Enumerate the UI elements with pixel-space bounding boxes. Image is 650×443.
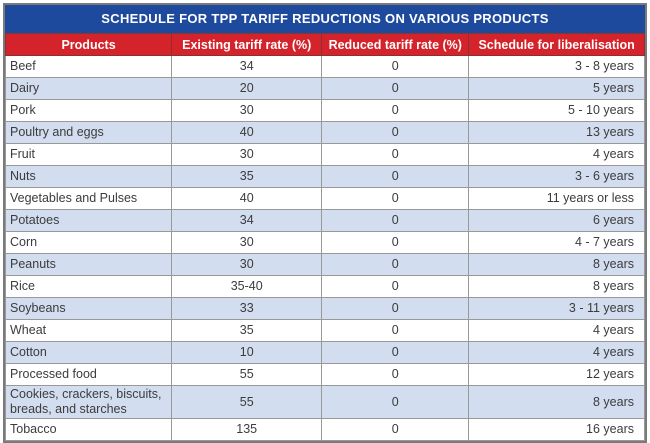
- table-row: Soybeans 33 0 3 - 11 years: [4, 297, 645, 320]
- table-row: Potatoes 34 0 6 years: [4, 209, 645, 232]
- table-row: Poultry and eggs 40 0 13 years: [4, 121, 645, 144]
- schedule-cell: 3 - 11 years: [468, 297, 645, 320]
- schedule-cell: 4 years: [468, 341, 645, 364]
- reduced-rate-cell: 0: [321, 165, 470, 188]
- product-cell: Cotton: [4, 341, 173, 364]
- existing-rate-cell: 40: [171, 121, 323, 144]
- reduced-rate-cell: 0: [321, 385, 470, 419]
- table-row: Dairy 20 0 5 years: [4, 77, 645, 100]
- table-row: Wheat 35 0 4 years: [4, 319, 645, 342]
- schedule-cell: 8 years: [468, 385, 645, 419]
- reduced-rate-cell: 0: [321, 363, 470, 386]
- tariff-table-panel: SCHEDULE FOR TPP TARIFF REDUCTIONS ON VA…: [3, 3, 647, 443]
- header-row: Products Existing tariff rate (%) Reduce…: [4, 34, 645, 56]
- product-cell: Fruit: [4, 143, 173, 166]
- table-row: Rice 35-40 0 8 years: [4, 275, 645, 298]
- table-row: Vegetables and Pulses 40 0 11 years or l…: [4, 187, 645, 210]
- product-cell: Tobacco: [4, 418, 173, 441]
- product-cell: Cookies, crackers, biscuits, breads, and…: [4, 385, 173, 419]
- schedule-cell: 5 years: [468, 77, 645, 100]
- reduced-rate-cell: 0: [321, 253, 470, 276]
- reduced-rate-cell: 0: [321, 297, 470, 320]
- table-row: Processed food 55 0 12 years: [4, 363, 645, 386]
- existing-rate-cell: 30: [171, 143, 323, 166]
- product-cell: Rice: [4, 275, 173, 298]
- existing-rate-cell: 35: [171, 319, 323, 342]
- table-row: Tobacco 135 0 16 years: [4, 418, 645, 441]
- product-cell: Dairy: [4, 77, 173, 100]
- reduced-rate-cell: 0: [321, 209, 470, 232]
- table-row: Beef 34 0 3 - 8 years: [4, 55, 645, 78]
- reduced-rate-cell: 0: [321, 231, 470, 254]
- schedule-cell: 6 years: [468, 209, 645, 232]
- existing-rate-cell: 30: [171, 99, 323, 122]
- schedule-cell: 3 - 8 years: [468, 55, 645, 78]
- table-row: Peanuts 30 0 8 years: [4, 253, 645, 276]
- column-header-existing-rate: Existing tariff rate (%): [171, 34, 323, 56]
- schedule-cell: 13 years: [468, 121, 645, 144]
- product-cell: Wheat: [4, 319, 173, 342]
- table-row: Fruit 30 0 4 years: [4, 143, 645, 166]
- product-cell: Beef: [4, 55, 173, 78]
- existing-rate-cell: 35: [171, 165, 323, 188]
- table-row: Corn 30 0 4 - 7 years: [4, 231, 645, 254]
- schedule-cell: 8 years: [468, 253, 645, 276]
- reduced-rate-cell: 0: [321, 319, 470, 342]
- existing-rate-cell: 10: [171, 341, 323, 364]
- existing-rate-cell: 55: [171, 385, 323, 419]
- existing-rate-cell: 55: [171, 363, 323, 386]
- schedule-cell: 11 years or less: [468, 187, 645, 210]
- reduced-rate-cell: 0: [321, 77, 470, 100]
- product-cell: Processed food: [4, 363, 173, 386]
- table-title: SCHEDULE FOR TPP TARIFF REDUCTIONS ON VA…: [5, 5, 645, 34]
- schedule-cell: 16 years: [468, 418, 645, 441]
- product-cell: Vegetables and Pulses: [4, 187, 173, 210]
- table-row: Nuts 35 0 3 - 6 years: [4, 165, 645, 188]
- table-row: Pork 30 0 5 - 10 years: [4, 99, 645, 122]
- schedule-cell: 4 years: [468, 143, 645, 166]
- existing-rate-cell: 34: [171, 209, 323, 232]
- product-cell: Nuts: [4, 165, 173, 188]
- existing-rate-cell: 20: [171, 77, 323, 100]
- tariff-reductions-table: Products Existing tariff rate (%) Reduce…: [4, 34, 645, 441]
- existing-rate-cell: 135: [171, 418, 323, 441]
- schedule-cell: 3 - 6 years: [468, 165, 645, 188]
- schedule-cell: 4 - 7 years: [468, 231, 645, 254]
- product-cell: Pork: [4, 99, 173, 122]
- existing-rate-cell: 40: [171, 187, 323, 210]
- product-cell: Poultry and eggs: [4, 121, 173, 144]
- schedule-cell: 5 - 10 years: [468, 99, 645, 122]
- schedule-cell: 12 years: [468, 363, 645, 386]
- column-header-reduced-rate: Reduced tariff rate (%): [321, 34, 470, 56]
- reduced-rate-cell: 0: [321, 187, 470, 210]
- existing-rate-cell: 30: [171, 253, 323, 276]
- existing-rate-cell: 34: [171, 55, 323, 78]
- reduced-rate-cell: 0: [321, 121, 470, 144]
- product-cell: Potatoes: [4, 209, 173, 232]
- existing-rate-cell: 30: [171, 231, 323, 254]
- reduced-rate-cell: 0: [321, 418, 470, 441]
- table-row: Cotton 10 0 4 years: [4, 341, 645, 364]
- product-cell: Peanuts: [4, 253, 173, 276]
- product-cell: Soybeans: [4, 297, 173, 320]
- reduced-rate-cell: 0: [321, 143, 470, 166]
- column-header-schedule: Schedule for liberalisation: [468, 34, 645, 56]
- product-cell: Corn: [4, 231, 173, 254]
- reduced-rate-cell: 0: [321, 99, 470, 122]
- existing-rate-cell: 35-40: [171, 275, 323, 298]
- reduced-rate-cell: 0: [321, 55, 470, 78]
- column-header-products: Products: [4, 34, 173, 56]
- schedule-cell: 4 years: [468, 319, 645, 342]
- existing-rate-cell: 33: [171, 297, 323, 320]
- schedule-cell: 8 years: [468, 275, 645, 298]
- reduced-rate-cell: 0: [321, 341, 470, 364]
- table-row: Cookies, crackers, biscuits, breads, and…: [4, 385, 645, 419]
- reduced-rate-cell: 0: [321, 275, 470, 298]
